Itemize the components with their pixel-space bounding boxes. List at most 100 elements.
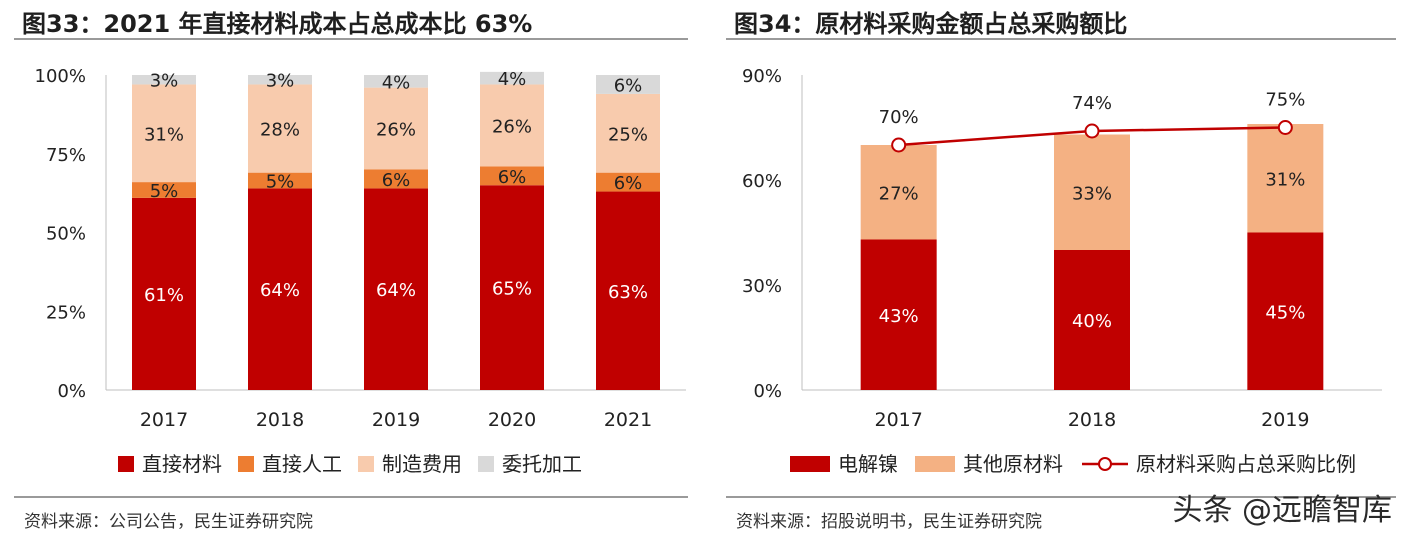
right-legend-swatch	[915, 456, 955, 472]
left-legend-swatch	[358, 456, 374, 472]
left-bar-data-label: 6%	[614, 173, 643, 194]
left-bar-2	[364, 169, 428, 189]
right-bar-2	[1247, 124, 1324, 233]
left-bar-data-label: 5%	[266, 172, 295, 193]
left-chart-panel: 图33：2021 年直接材料成本占总成本比 63% 0% 25% 50% 75% 100…	[14, 0, 688, 537]
left-legend-label: 直接人工	[262, 452, 342, 476]
right-x-tick-label: 2018	[1068, 409, 1116, 431]
left-x-tick-label: 2017	[140, 409, 188, 431]
right-chart-svg: 0% 30% 60% 90% 43% 27% 2017 40% 33% 2018 45% 31% 201…	[742, 66, 1382, 476]
left-bar-4	[132, 75, 196, 85]
right-ratio-point	[891, 137, 907, 153]
right-bar-1	[860, 239, 937, 390]
right-x-tick-label: 2017	[874, 409, 922, 431]
left-bar-4	[364, 75, 428, 88]
left-bar-1	[480, 185, 544, 390]
left-bar-data-label: 63%	[608, 282, 648, 303]
right-bar-data-label: 40%	[1072, 311, 1112, 332]
right-ratio-point	[1277, 120, 1293, 135]
left-bar-data-label: 64%	[260, 280, 300, 301]
right-chart-panel: 图34：原材料采购金额占总采购额比 0% 30% 60% 90% 43% 27% 2017 4…	[726, 0, 1396, 537]
left-chart-svg: 0% 25% 50% 75% 100% 61% 5% 31% 3% 2017 64% 5% 28% 3% 2…	[35, 66, 686, 476]
right-ratio-point	[1084, 123, 1100, 139]
left-bar-data-label: 6%	[382, 170, 411, 191]
left-y-tick-label: 100%	[35, 66, 86, 87]
left-x-tick-label: 2020	[488, 409, 536, 431]
left-bar-data-label: 25%	[608, 124, 648, 145]
left-bar-data-label: 61%	[144, 285, 184, 306]
left-bar-3	[132, 84, 196, 183]
left-bar-data-label: 5%	[150, 181, 179, 202]
left-legend-swatch	[118, 456, 134, 472]
left-bar-data-label: 64%	[376, 280, 416, 301]
left-bar-data-label: 26%	[492, 116, 532, 137]
left-bar-1	[364, 188, 428, 390]
left-legend-swatch	[238, 456, 254, 472]
right-bar-1	[1247, 232, 1324, 390]
right-ratio-data-label: 74%	[1072, 93, 1112, 114]
right-y-tick-label: 90%	[742, 66, 782, 87]
left-bar-2	[480, 166, 544, 186]
right-bar-data-label: 31%	[1265, 169, 1305, 190]
right-legend-label: 电解镍	[838, 452, 898, 476]
left-y-tick-label: 50%	[46, 224, 86, 245]
left-bar-data-label: 4%	[498, 69, 527, 90]
right-y-tick-label: 0%	[753, 381, 782, 402]
right-y-tick-label: 60%	[742, 171, 782, 192]
right-bar-2	[860, 145, 937, 240]
left-y-tick-label: 25%	[46, 302, 86, 323]
left-bar-data-label: 65%	[492, 279, 532, 300]
right-x-tick-label: 2019	[1261, 409, 1309, 431]
left-bar-2	[132, 182, 196, 198]
left-bar-data-label: 4%	[382, 72, 411, 93]
left-bar-data-label: 26%	[376, 120, 416, 141]
left-bar-2	[596, 172, 660, 192]
right-bar-2	[1054, 134, 1130, 250]
right-bar-data-label: 33%	[1072, 183, 1112, 204]
right-legend-label: 其他原材料	[963, 452, 1063, 476]
right-legend-line-marker	[1098, 457, 1112, 471]
right-chart-title: 图34：原材料采购金额占总采购额比	[734, 10, 1128, 38]
right-bar-data-label: 43%	[879, 306, 919, 327]
left-bar-data-label: 3%	[150, 71, 179, 92]
left-legend-label: 制造费用	[382, 452, 462, 476]
left-bar-data-label: 3%	[266, 71, 295, 92]
left-x-tick-label: 2018	[256, 409, 304, 431]
right-bar-data-label: 45%	[1265, 302, 1305, 323]
right-legend-swatch	[790, 456, 830, 472]
left-bar-1	[596, 191, 660, 390]
right-ratio-data-label: 75%	[1265, 90, 1305, 111]
left-legend-swatch	[478, 456, 494, 472]
left-legend-label: 委托加工	[502, 452, 582, 476]
left-bar-3	[248, 84, 312, 173]
right-title-rule	[726, 38, 1396, 40]
right-source-rule	[726, 496, 1396, 498]
left-bar-data-label: 6%	[498, 167, 527, 188]
left-bar-4	[480, 71, 544, 85]
left-legend-label: 直接材料	[142, 452, 222, 476]
left-x-tick-label: 2021	[604, 409, 652, 431]
left-chart-source: 资料来源：公司公告，民生证券研究院	[24, 512, 313, 532]
left-source-rule	[14, 496, 688, 498]
left-title-rule	[14, 38, 688, 40]
right-bar-data-label: 27%	[879, 183, 919, 204]
left-bar-data-label: 31%	[144, 124, 184, 145]
left-bar-4	[248, 75, 312, 85]
right-ratio-data-label: 70%	[879, 107, 919, 128]
left-bar-1	[132, 197, 196, 390]
left-bar-3	[480, 84, 544, 167]
left-bar-data-label: 28%	[260, 120, 300, 141]
left-bar-1	[248, 188, 312, 390]
left-bar-3	[596, 93, 660, 173]
right-bar-1	[1054, 250, 1130, 390]
left-chart-title: 图33：2021 年直接材料成本占总成本比 63%	[22, 10, 533, 38]
left-bar-3	[364, 87, 428, 170]
watermark-text: 头条 @远瞻智库	[1172, 493, 1392, 528]
left-bar-4	[596, 75, 660, 94]
right-chart-source: 资料来源：招股说明书，民生证券研究院	[736, 512, 1042, 532]
right-legend-label: 原材料采购占总采购比例	[1136, 452, 1356, 476]
left-y-tick-label: 0%	[57, 381, 86, 402]
left-x-tick-label: 2019	[372, 409, 420, 431]
left-bar-data-label: 6%	[614, 75, 643, 96]
left-bar-2	[248, 172, 312, 189]
